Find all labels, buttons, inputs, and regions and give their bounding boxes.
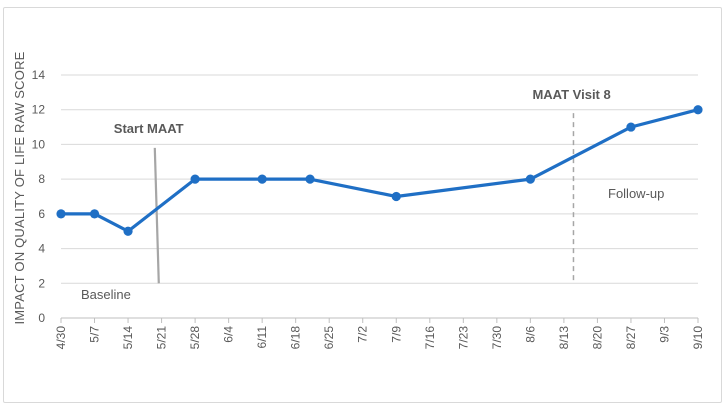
x-tick-label: 9/10 (691, 326, 705, 350)
x-tick-label: 5/14 (121, 326, 135, 350)
x-tick-label: 7/9 (389, 326, 403, 343)
x-tick-label: 6/25 (322, 326, 336, 350)
x-tick-label: 9/3 (657, 326, 671, 343)
data-point (305, 174, 315, 184)
x-tick-label: 6/18 (289, 326, 303, 350)
y-tick-label: 12 (32, 103, 46, 117)
x-tick-label: 8/6 (523, 326, 537, 343)
y-tick-label: 2 (38, 276, 45, 290)
data-point (693, 105, 703, 115)
y-tick-label: 6 (38, 207, 45, 221)
x-tick-label: 4/30 (54, 326, 68, 350)
start-maat-label: Start MAAT (114, 121, 184, 136)
data-point (123, 226, 133, 236)
chart-frame (3, 7, 722, 403)
y-tick-label: 10 (32, 137, 46, 151)
x-tick-label: 7/16 (423, 326, 437, 350)
x-tick-label: 7/2 (356, 326, 370, 343)
series (56, 105, 703, 236)
x-tick-label: 6/11 (255, 326, 269, 349)
x-tick-label: 7/30 (490, 326, 504, 350)
x-tick-label: 5/7 (88, 326, 102, 343)
y-tick-label: 0 (38, 311, 45, 325)
series-line (61, 108, 699, 233)
x-tick-label: 6/4 (222, 326, 236, 343)
data-point (525, 174, 535, 184)
y-tick-label: 8 (38, 172, 45, 186)
data-point (190, 174, 200, 184)
followup-label: Follow-up (608, 186, 664, 201)
y-axis-ticks: 0 2 4 6 8 10 12 14 (32, 68, 46, 325)
y-axis-label: IMPACT ON QUALITY OF LIFE RAW SCORE (12, 51, 27, 324)
gridlines (61, 74, 698, 319)
data-point (257, 174, 267, 184)
baseline-label: Baseline (81, 287, 131, 302)
y-tick-label: 4 (38, 242, 45, 256)
x-tick-label: 8/20 (590, 326, 604, 350)
x-tick-label: 5/21 (155, 326, 169, 350)
start-maat-line (153, 147, 160, 284)
annotations: Start MAAT MAAT Visit 8 Baseline Follow-up (81, 87, 664, 302)
data-point (391, 191, 401, 202)
x-tick-label: 8/27 (624, 326, 638, 350)
x-tick-label: 7/23 (456, 326, 470, 350)
x-tick-label: 8/13 (557, 326, 571, 350)
data-point (626, 122, 636, 132)
y-tick-label: 14 (32, 68, 46, 82)
data-point (89, 209, 100, 219)
maat-visit-8-label: MAAT Visit 8 (532, 87, 610, 102)
x-tick-label: 5/28 (188, 326, 202, 350)
x-axis-ticks: 4/30 5/7 5/14 5/21 5/28 6/4 6/11 6/18 6/25 7/2 7/9… (54, 318, 705, 349)
data-point (56, 209, 66, 219)
